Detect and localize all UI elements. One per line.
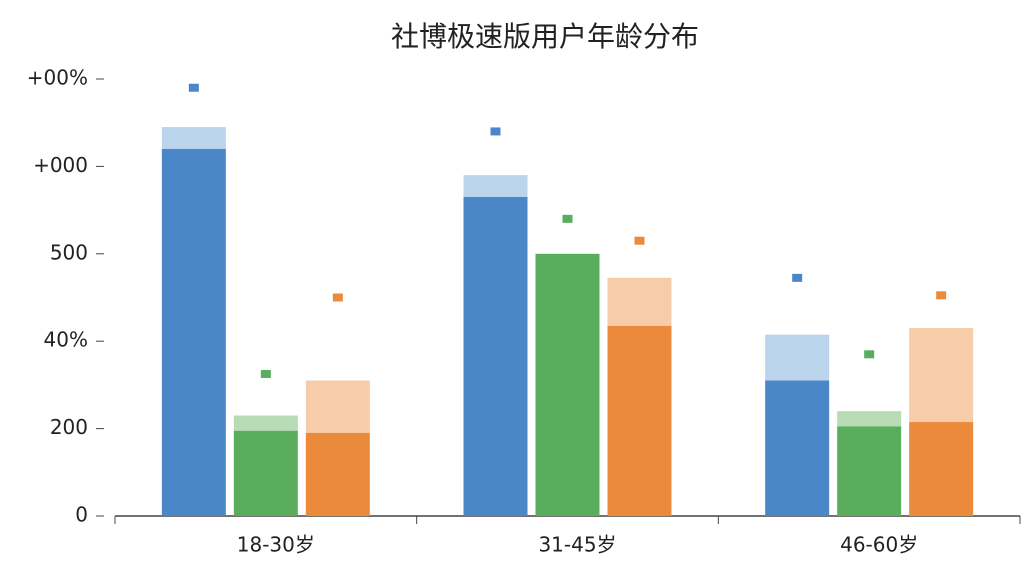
- bar: [463, 196, 528, 517]
- chart-title: 社博极速版用户年龄分布: [391, 20, 699, 53]
- y-tick-label: 0: [75, 503, 88, 527]
- marker: [864, 350, 875, 359]
- marker: [332, 293, 343, 302]
- bar-extension: [463, 175, 528, 197]
- bar-extension: [161, 127, 226, 149]
- bar-extension: [233, 415, 298, 431]
- bar: [909, 422, 974, 516]
- marker: [792, 273, 803, 282]
- bar-extension: [765, 334, 830, 381]
- bar: [161, 148, 226, 517]
- x-tick-label: 46-60岁: [840, 533, 918, 557]
- bar: [607, 325, 672, 516]
- marker: [188, 83, 199, 92]
- marker: [260, 369, 271, 378]
- bar-extension: [607, 277, 672, 326]
- x-tick-label: 18-30岁: [237, 533, 315, 557]
- marker: [936, 291, 947, 300]
- bar-extension: [305, 380, 370, 433]
- marker: [562, 214, 573, 223]
- x-tick-label: 31-45岁: [538, 533, 616, 557]
- bar: [535, 253, 600, 517]
- bar-extension: [909, 328, 974, 423]
- bar: [305, 432, 370, 516]
- bar: [233, 430, 298, 516]
- y-tick-label: +00%: [27, 66, 88, 90]
- bar-extension: [837, 411, 902, 427]
- bar: [765, 380, 830, 516]
- marker: [634, 236, 645, 245]
- y-tick-label: 200: [50, 415, 88, 439]
- bar: [837, 426, 902, 516]
- y-tick-label: 500: [50, 240, 88, 264]
- y-tick-label: 40%: [44, 328, 88, 352]
- marker: [490, 127, 501, 136]
- y-tick-label: +000: [33, 153, 88, 177]
